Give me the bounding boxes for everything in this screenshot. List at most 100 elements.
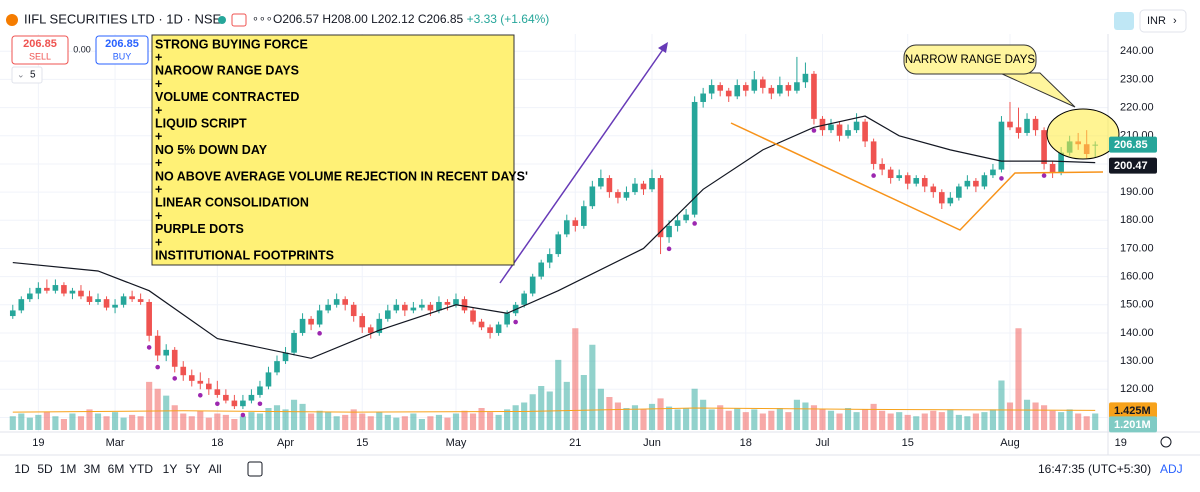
volume-bar — [776, 408, 783, 430]
candle-body — [785, 85, 792, 91]
volume-bar — [981, 412, 988, 430]
y-tick-label: 240.00 — [1120, 45, 1154, 57]
volume-bar — [35, 414, 42, 430]
y-tick-label: 180.00 — [1120, 214, 1154, 226]
signal-dot — [811, 128, 817, 133]
volume-bar — [248, 412, 255, 430]
quantity-box[interactable] — [11, 66, 43, 84]
x-tick-label: 15 — [902, 437, 914, 449]
range-button[interactable]: 3M — [84, 462, 101, 476]
candle-body — [35, 287, 42, 294]
candle-body — [444, 301, 451, 305]
candle-body — [546, 254, 553, 263]
date-range-icon[interactable] — [247, 461, 263, 477]
candle-body — [274, 361, 280, 373]
compare-icon[interactable] — [1114, 12, 1134, 30]
candle-body — [61, 285, 67, 294]
candle-body — [725, 90, 732, 97]
volume-ma-tag: 1.425M — [1114, 405, 1151, 417]
candle-body — [427, 304, 434, 311]
candle-body — [717, 85, 724, 91]
candle-body — [419, 304, 425, 308]
y-tick-label: 130.00 — [1120, 355, 1154, 367]
candle-body — [947, 197, 954, 204]
volume-bar — [580, 375, 587, 430]
volume-bar — [785, 412, 792, 430]
volume-bar — [146, 381, 153, 430]
range-button[interactable]: All — [208, 462, 221, 476]
candle-body — [887, 169, 894, 179]
adjust-button[interactable]: ADJ — [1160, 462, 1183, 476]
volume-bar — [836, 413, 843, 430]
highlight-ellipse — [1046, 108, 1120, 160]
candle-body — [69, 290, 76, 294]
candle-body — [197, 380, 204, 384]
currency-button[interactable] — [1139, 9, 1187, 33]
volume-bar — [495, 414, 502, 430]
candle-body — [316, 310, 323, 325]
volume-bar — [606, 397, 613, 430]
volume-bar — [521, 402, 528, 430]
candle-body — [572, 220, 579, 226]
candle-body — [990, 169, 996, 176]
x-tick-label: May — [446, 437, 467, 449]
price-tag-bg — [1109, 136, 1157, 153]
volume-bar — [597, 388, 604, 430]
range-button[interactable]: 1M — [60, 462, 77, 476]
range-button[interactable]: 6M — [108, 462, 125, 476]
volume-bar — [401, 416, 408, 430]
x-tick-label: Jun — [643, 437, 661, 449]
range-button[interactable]: YTD — [129, 462, 153, 476]
candle-body — [1015, 127, 1022, 133]
symbol[interactable]: IIFL SECURITIES LTD · 1D · NSE — [24, 11, 222, 26]
range-button[interactable]: 1Y — [163, 462, 178, 476]
note-box: STRONG BUYING FORCE+NAROOW RANGE DAYS+VO… — [151, 34, 528, 266]
volume-bar — [367, 416, 374, 430]
volume-bar — [972, 413, 979, 430]
volume-ma-line — [12, 407, 1096, 413]
candle-body — [930, 186, 937, 193]
volume-bar — [538, 386, 545, 430]
note-line: NO 5% DOWN DAY — [155, 143, 268, 157]
y-tick-label: 140.00 — [1120, 327, 1154, 339]
candle-body — [478, 321, 485, 328]
volume-bar — [154, 388, 161, 430]
candle-body — [1007, 121, 1013, 128]
candle-body — [700, 93, 706, 102]
more-menu[interactable]: ∘∘∘ — [252, 13, 273, 25]
settings-icon[interactable] — [1160, 436, 1172, 448]
range-button[interactable]: 5D — [37, 462, 53, 476]
y-tick-label: 120.00 — [1120, 383, 1154, 395]
note-line: INSTITUTIONAL FOOTPRINTS — [155, 248, 334, 262]
candle-body — [308, 318, 314, 325]
candle-body — [367, 327, 374, 333]
volume-bar — [103, 416, 110, 430]
volume-bar — [120, 417, 127, 430]
x-tick-label: Mar — [106, 437, 125, 449]
volume-bar — [222, 414, 229, 430]
clock: 16:47:35 (UTC+5:30) — [1038, 462, 1151, 476]
candle-body — [853, 121, 860, 131]
range-button[interactable]: 5Y — [186, 462, 201, 476]
y-tick-label: 170.00 — [1120, 242, 1154, 254]
ohlc: O206.57 H208.00 L202.12 C206.85 +3.33 (+… — [273, 12, 549, 26]
volume-bar — [231, 419, 238, 430]
range-button[interactable]: 1D — [14, 462, 30, 476]
volume-bar — [631, 405, 639, 430]
x-tick-label: 21 — [569, 437, 581, 449]
sell-button[interactable] — [11, 35, 69, 65]
volume-bar — [623, 408, 630, 430]
volume-bar — [1092, 413, 1099, 430]
candle-body — [529, 276, 536, 294]
volume-bar — [708, 409, 715, 430]
candle-body — [231, 400, 238, 407]
buy-button[interactable] — [95, 35, 149, 65]
note-line: LINEAR CONSOLIDATION — [155, 196, 309, 210]
candle-body — [913, 178, 920, 184]
volume-bar — [964, 416, 971, 430]
volume-bar — [947, 409, 954, 430]
volume-bar — [359, 413, 366, 430]
volume-bar — [60, 419, 67, 430]
volume-bar — [512, 405, 519, 430]
note-line: + — [155, 156, 162, 170]
